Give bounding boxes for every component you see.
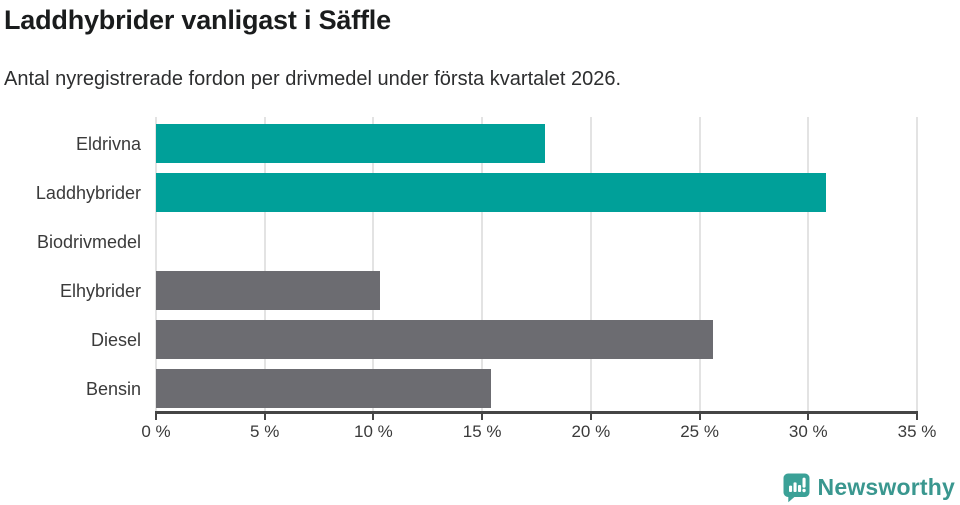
gridline-15 [481, 117, 484, 411]
x-tick-30 [807, 414, 810, 420]
y-label-biodrivmedel: Biodrivmedel [36, 231, 141, 252]
newsworthy-brand-link[interactable]: Newsworthy [782, 472, 955, 503]
y-label-diesel: Diesel [90, 329, 141, 350]
x-tick-label-30: 30 % [788, 422, 828, 441]
x-tick-20 [589, 414, 592, 420]
bar-bensin [156, 369, 491, 408]
gridline-30 [807, 117, 810, 411]
gridline-0 [155, 117, 157, 411]
newsworthy-logo-icon [782, 472, 811, 503]
x-tick-label-20: 20 % [571, 422, 611, 441]
plot-area: 0 % 5 % 10 % 15 % 20 % 25 % 30 % 35 % [141, 117, 936, 441]
bar-elhybrider [156, 271, 380, 310]
bar-diesel [156, 320, 713, 359]
gridline-25 [698, 117, 701, 411]
y-axis-category-labels: Eldrivna Laddhybrider Biodrivmedel Elhybrid… [0, 117, 141, 411]
chart-title: Laddhybrider vanligast i Säffle [4, 5, 391, 35]
gridline-5 [263, 117, 266, 411]
chart-subtitle: Antal nyregistrerade fordon per drivmede… [4, 68, 622, 90]
y-label-laddhybrider: Laddhybrider [35, 182, 141, 203]
gridline-10 [372, 117, 375, 411]
x-axis-line [155, 411, 918, 414]
y-label-eldrivna: Eldrivna [75, 133, 141, 154]
x-tick-5 [263, 414, 266, 420]
x-tick-0 [155, 414, 157, 420]
bar-laddhybrider [156, 173, 826, 212]
x-tick-25 [698, 414, 701, 420]
bar-eldrivna [156, 124, 546, 163]
x-tick-label-35: 35 % [897, 422, 937, 441]
x-tick-15 [481, 414, 484, 420]
x-tick-10 [372, 414, 375, 420]
x-tick-label-25: 25 % [680, 422, 719, 441]
y-label-elhybrider: Elhybrider [59, 280, 141, 301]
y-label-bensin: Bensin [85, 378, 141, 399]
x-tick-label-10: 10 % [354, 422, 393, 441]
gridline-20 [589, 117, 592, 411]
x-tick-label-15: 15 % [462, 422, 502, 441]
x-tick-label-5: 5 % [250, 422, 280, 441]
gridline-35 [916, 117, 918, 411]
x-tick-35 [916, 414, 918, 420]
x-tick-label-0: 0 % [141, 422, 171, 441]
newsworthy-brand-text: Newsworthy [817, 474, 955, 500]
